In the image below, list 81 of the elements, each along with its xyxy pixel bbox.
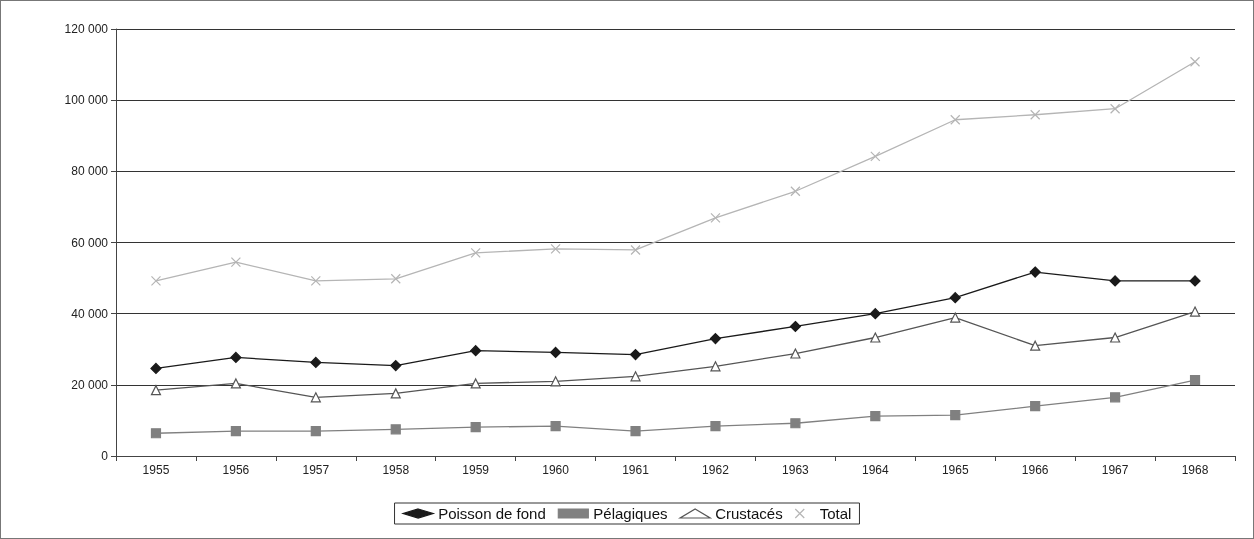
point: [390, 360, 402, 372]
point: [789, 320, 801, 333]
x-tick-label: 1968: [1181, 463, 1209, 477]
point: [710, 212, 721, 224]
point: [470, 422, 481, 433]
point: [230, 425, 241, 437]
point: [230, 256, 241, 268]
point: [310, 356, 322, 369]
point: [1189, 56, 1201, 67]
y-tick-label: 20 000: [71, 377, 109, 392]
point: [1029, 266, 1041, 278]
point: [1189, 275, 1201, 287]
legend-label: Crustacés: [715, 505, 783, 522]
x-tick-label: 1966: [1021, 463, 1049, 477]
point: [949, 292, 961, 304]
point: [1030, 340, 1041, 351]
point: [630, 371, 641, 382]
x-tick-label: 1965: [941, 463, 969, 477]
point: [950, 312, 961, 323]
point: [1110, 392, 1121, 403]
point: [550, 421, 561, 432]
point: [1110, 332, 1121, 343]
point: [870, 332, 881, 343]
point: [230, 378, 241, 389]
point: [790, 418, 801, 429]
point: [630, 244, 641, 256]
point: [310, 275, 321, 287]
point: [869, 308, 881, 320]
x-tick-label: 1963: [782, 463, 810, 477]
x-tick-label: 1961: [622, 463, 650, 477]
point: [710, 421, 721, 432]
point: [950, 114, 961, 125]
x-tick-label: 1956: [222, 463, 250, 477]
point: [150, 385, 162, 396]
point: [870, 151, 881, 162]
point: [709, 332, 722, 345]
y-tick-label: 0: [101, 449, 109, 463]
legend-label: Poisson de fond: [438, 505, 546, 522]
legend-label: Total: [819, 505, 852, 522]
point: [870, 411, 881, 422]
point: [550, 376, 561, 387]
point: [1030, 401, 1041, 412]
point: [1109, 275, 1121, 287]
point: [310, 392, 321, 403]
x-tick-label: 1964: [861, 463, 889, 477]
point: [390, 273, 401, 284]
x-tick-label: 1958: [382, 463, 410, 477]
y-tick-label: 100 000: [64, 93, 109, 108]
point: [1110, 103, 1121, 114]
point: [150, 275, 162, 287]
x-tick-label: 1960: [542, 463, 570, 477]
point: [470, 247, 481, 258]
point: [550, 346, 562, 359]
legend-label: Pélagiques: [593, 505, 668, 522]
point: [470, 378, 481, 389]
x-tick-label: 1967: [1101, 463, 1129, 477]
point: [710, 361, 721, 372]
x-tick-label: 1955: [142, 463, 170, 477]
point: [150, 428, 162, 439]
point: [1189, 375, 1201, 386]
point: [629, 348, 642, 361]
y-tick-label: 40 000: [71, 306, 109, 321]
point: [230, 351, 242, 364]
point: [390, 424, 401, 435]
point: [310, 425, 321, 437]
point: [390, 388, 401, 399]
point: [470, 345, 482, 357]
point: [550, 243, 561, 254]
x-tick-label: 1959: [462, 463, 490, 477]
y-tick-label: 60 000: [71, 235, 109, 250]
point: [1030, 109, 1041, 120]
x-tick-label: 1962: [702, 463, 730, 477]
point: [790, 348, 801, 359]
x-tick-label: 1957: [302, 463, 330, 477]
point: [950, 409, 961, 421]
point: [1189, 306, 1201, 317]
y-tick-label: 80 000: [71, 164, 109, 179]
y-tick-label: 120 000: [64, 22, 109, 36]
point: [790, 186, 801, 197]
point: [630, 425, 641, 437]
point: [150, 362, 162, 375]
